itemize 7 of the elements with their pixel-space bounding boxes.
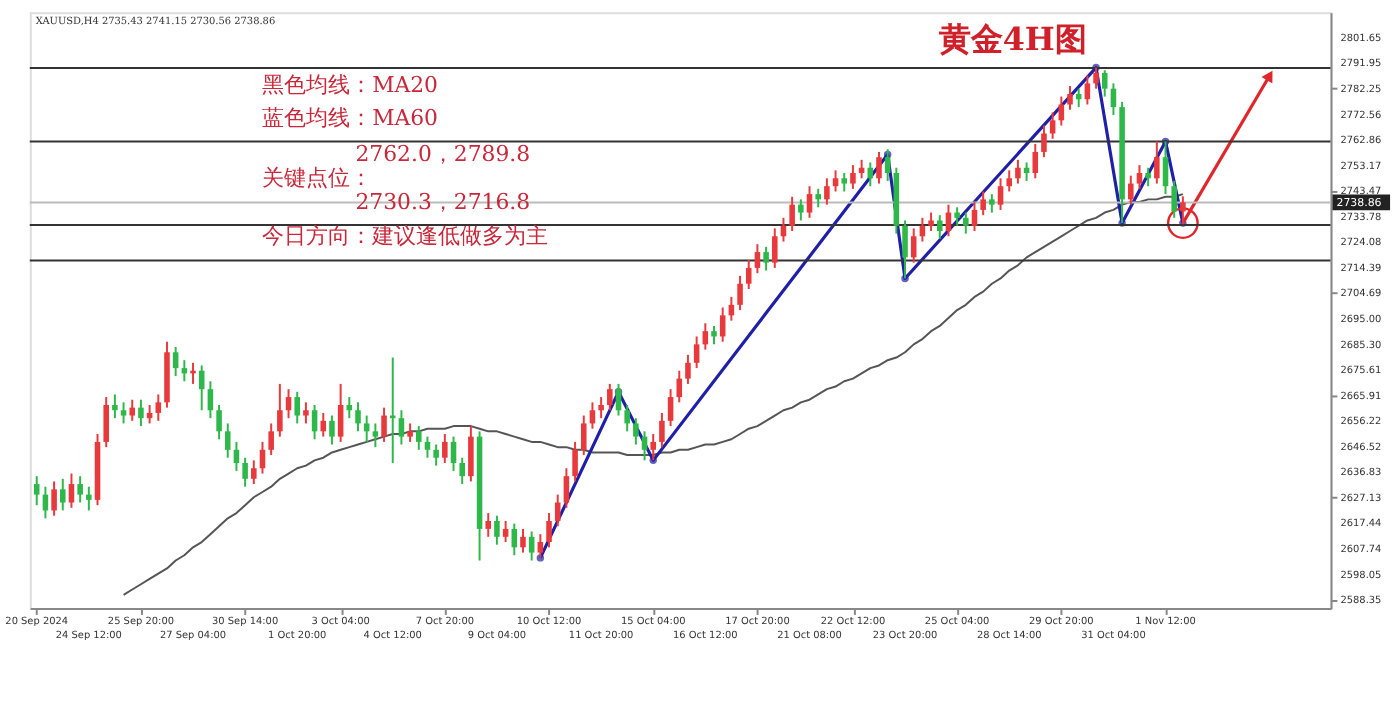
- annotation: 蓝色均线：MA60: [262, 105, 439, 132]
- annotation: 黑色均线：MA20: [262, 71, 439, 98]
- annotation: 2730.3，2716.8: [355, 188, 531, 215]
- annotation: 今日方向：建议逢低做多为主: [262, 222, 549, 249]
- annotation: 2762.0，2789.8: [355, 141, 531, 168]
- chart-title: 黄金4H图: [936, 19, 1087, 58]
- annotation: 关键点位：: [262, 164, 373, 191]
